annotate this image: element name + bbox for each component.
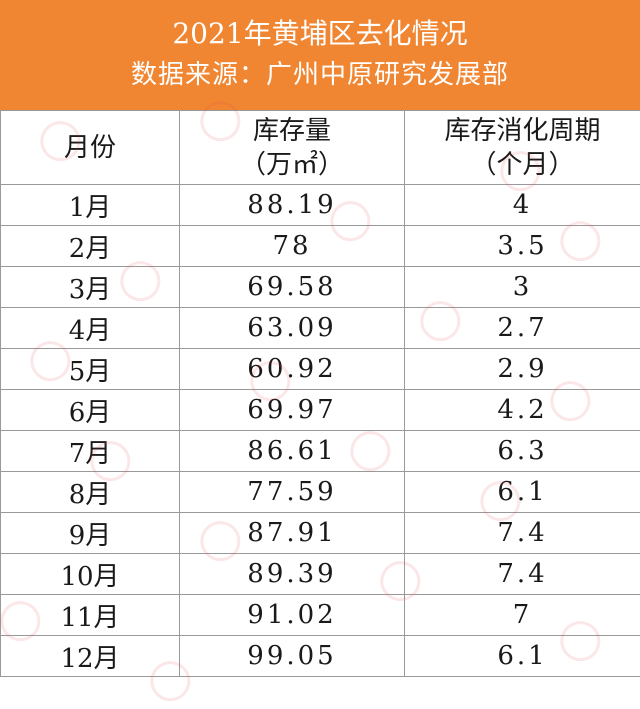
cell-cycle: 4 [405, 185, 640, 226]
cell-month: 8月 [1, 472, 180, 513]
cell-inventory: 69.97 [180, 390, 405, 431]
data-source: 数据来源：广州中原研究发展部 [0, 56, 640, 94]
cell-cycle: 7.4 [405, 513, 640, 554]
cell-cycle: 7 [405, 595, 640, 636]
cell-month: 12月 [1, 636, 180, 677]
cell-cycle: 6.1 [405, 472, 640, 513]
cell-inventory: 99.05 [180, 636, 405, 677]
cell-month: 9月 [1, 513, 180, 554]
cell-inventory: 60.92 [180, 349, 405, 390]
cell-inventory: 87.91 [180, 513, 405, 554]
cell-cycle: 6.1 [405, 636, 640, 677]
cell-cycle: 3 [405, 267, 640, 308]
col-inventory: 库存量 （万㎡） [180, 111, 405, 185]
cell-month: 11月 [1, 595, 180, 636]
cell-inventory: 77.59 [180, 472, 405, 513]
cell-month: 5月 [1, 349, 180, 390]
cell-inventory: 63.09 [180, 308, 405, 349]
cell-inventory: 78 [180, 226, 405, 267]
cell-month: 3月 [1, 267, 180, 308]
cell-inventory: 91.02 [180, 595, 405, 636]
page-title: 2021年黄埔区去化情况 [0, 12, 640, 56]
col-cycle: 库存消化周期 （个月） [405, 111, 640, 185]
cell-cycle: 6.3 [405, 431, 640, 472]
cell-month: 6月 [1, 390, 180, 431]
cell-cycle: 3.5 [405, 226, 640, 267]
cell-month: 7月 [1, 431, 180, 472]
cell-inventory: 89.39 [180, 554, 405, 595]
cell-inventory: 69.58 [180, 267, 405, 308]
cell-month: 4月 [1, 308, 180, 349]
cell-month: 10月 [1, 554, 180, 595]
cell-cycle: 4.2 [405, 390, 640, 431]
cell-month: 2月 [1, 226, 180, 267]
table-header-banner: 2021年黄埔区去化情况 数据来源：广州中原研究发展部 [0, 0, 640, 110]
cell-cycle: 7.4 [405, 554, 640, 595]
cell-cycle: 2.9 [405, 349, 640, 390]
cell-inventory: 88.19 [180, 185, 405, 226]
column-header-row: 月份 库存量 （万㎡） 库存消化周期 （个月） [1, 111, 640, 185]
cell-inventory: 86.61 [180, 431, 405, 472]
cell-month: 1月 [1, 185, 180, 226]
cell-cycle: 2.7 [405, 308, 640, 349]
report-card: 2021年黄埔区去化情况 数据来源：广州中原研究发展部 月份 库存量 （万㎡） … [0, 0, 640, 682]
col-month: 月份 [1, 111, 180, 185]
